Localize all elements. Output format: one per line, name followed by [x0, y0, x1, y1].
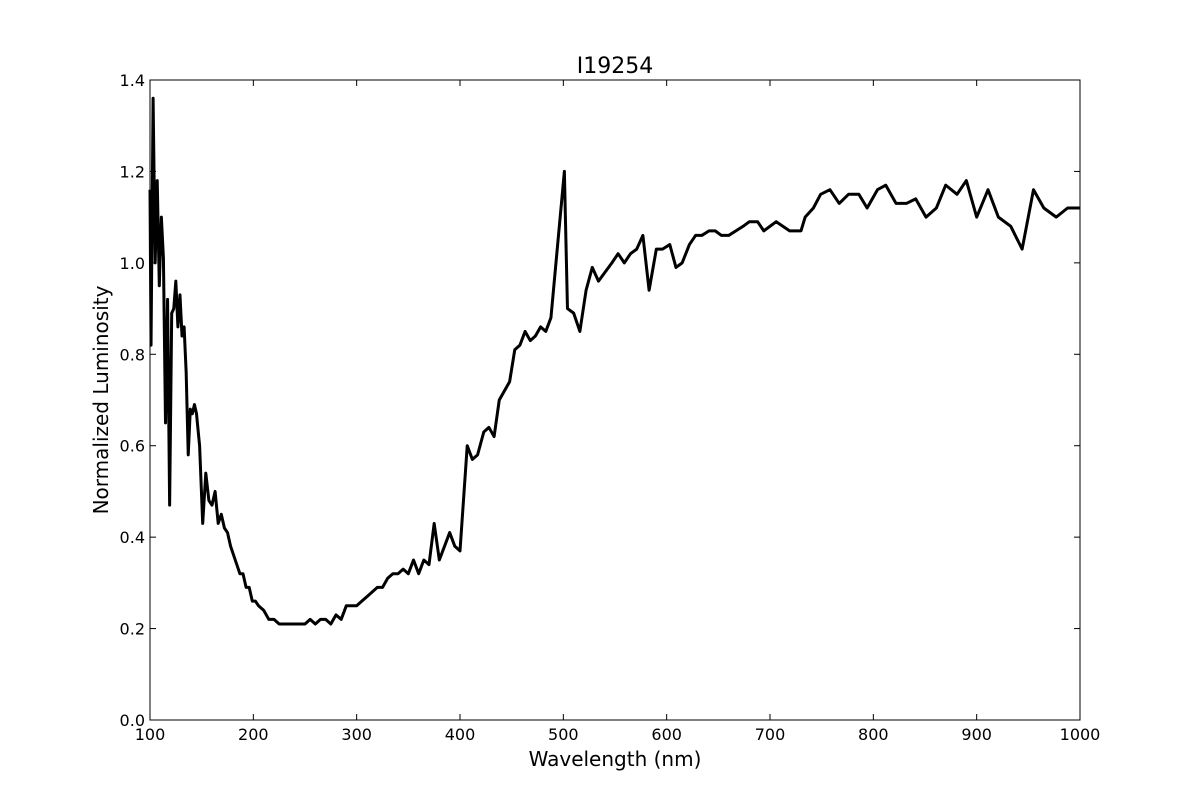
y-tick-label: 0.4 — [120, 528, 145, 547]
y-tick-label: 1.0 — [120, 254, 145, 273]
data-line — [148, 96, 1080, 626]
x-axis-label: Wavelength (nm) — [529, 747, 702, 771]
x-tick-label: 100 — [135, 725, 166, 744]
y-tick-label: 1.4 — [120, 71, 145, 90]
chart-title: I19254 — [577, 54, 653, 79]
x-tick-label: 1000 — [1060, 725, 1101, 744]
plot-frame — [149, 79, 1081, 721]
x-tick-label: 500 — [548, 725, 579, 744]
y-tick-label: 0.0 — [120, 711, 145, 730]
x-tick-label: 200 — [238, 725, 269, 744]
x-tick-label: 800 — [858, 725, 889, 744]
x-tick-label: 300 — [341, 725, 372, 744]
y-tick-label: 0.6 — [120, 437, 145, 456]
x-tick-label: 700 — [755, 725, 786, 744]
y-tick-label: 1.2 — [120, 162, 145, 181]
y-axis-label: Normalized Luminosity — [89, 285, 113, 514]
y-tick-label: 0.2 — [120, 620, 145, 639]
y-tick-label: 0.8 — [120, 345, 145, 364]
x-tick-label: 400 — [445, 725, 476, 744]
x-tick-label: 600 — [651, 725, 682, 744]
x-tick-label: 900 — [961, 725, 992, 744]
